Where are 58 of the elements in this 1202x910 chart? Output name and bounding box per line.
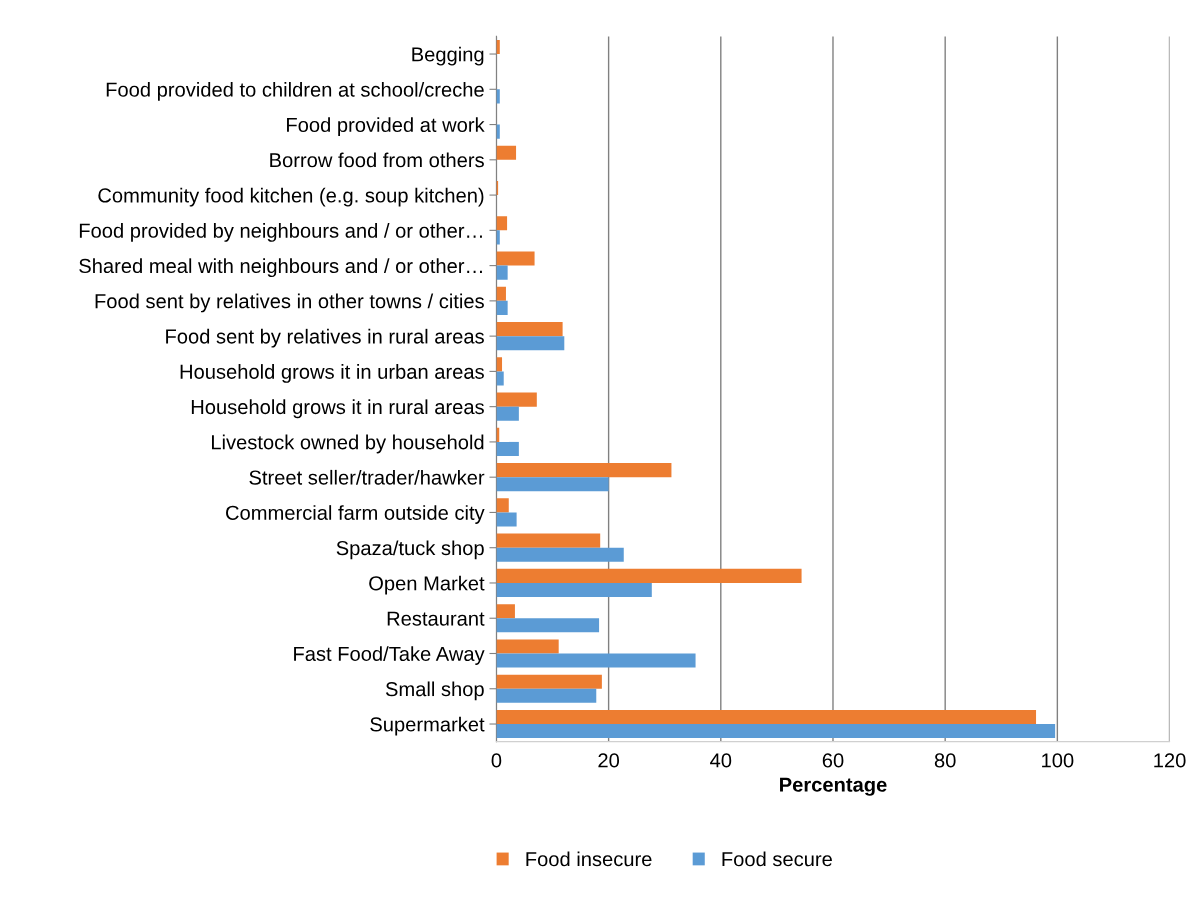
bar — [496, 265, 508, 280]
y-tick-label: Commercial farm outside city — [226, 505, 485, 524]
x-tick-label: 100 — [1042, 753, 1074, 768]
bar — [496, 441, 519, 457]
y-tick-label: Food sent by relatives in rural areas — [166, 328, 484, 348]
bar — [496, 251, 535, 266]
bar — [496, 618, 600, 633]
bar — [496, 463, 672, 478]
y-tick-label: Spaza/tuck shop — [336, 540, 484, 560]
bar — [496, 547, 624, 562]
y-tick-label: Food provided by neighbours and / or other… — [79, 223, 482, 242]
bar — [496, 688, 597, 703]
legend-label: Food secure — [722, 851, 832, 867]
bar — [496, 371, 504, 386]
y-tick-label: Open Market — [369, 575, 485, 595]
y-tick-label: Restaurant — [387, 611, 485, 626]
y-tick-label: Begging — [412, 46, 484, 66]
bar — [496, 286, 506, 301]
bar — [496, 674, 602, 689]
bar — [496, 568, 802, 583]
y-tick-label: Fast Food/Take Away — [294, 646, 485, 665]
x-axis-title: Percentage — [780, 777, 887, 796]
bar — [496, 498, 509, 513]
y-tick-label: Household grows it in urban areas — [180, 364, 484, 383]
bar — [496, 604, 515, 619]
bar — [496, 406, 519, 421]
legend-label: Food insecure — [526, 851, 652, 867]
y-tick-label: Borrow food from others — [270, 152, 484, 168]
bar — [496, 512, 517, 527]
x-tick-label: 20 — [598, 753, 620, 768]
bar — [496, 724, 1056, 739]
y-tick-label: Food provided at work — [287, 117, 485, 137]
y-tick-label: Food provided to children at school/creche — [106, 82, 484, 101]
y-tick-label: Community food kitchen (e.g. soup kitchen) — [98, 187, 484, 207]
y-tick-label: Food sent by relatives in other towns / cities — [95, 293, 484, 313]
bar — [496, 582, 652, 598]
x-tick-label: 60 — [822, 753, 844, 768]
bar — [496, 392, 537, 407]
y-tick-label: Small shop — [385, 681, 484, 701]
bar — [496, 653, 696, 668]
bar — [496, 322, 563, 337]
y-tick-label: Shared meal with neighbours and / or other… — [79, 258, 482, 278]
y-tick-label: Livestock owned by household — [212, 434, 484, 454]
x-tick-label: 120 — [1154, 753, 1186, 768]
bar — [496, 300, 508, 315]
y-tick-label: Supermarket — [370, 716, 485, 736]
bar — [496, 533, 601, 548]
bar — [496, 477, 609, 492]
y-tick-label: Household grows it in rural areas — [191, 399, 484, 419]
x-tick-label: 80 — [934, 753, 956, 768]
y-tick-label: Street seller/trader/hawker — [249, 469, 485, 485]
bar — [496, 336, 565, 351]
bar — [496, 639, 559, 654]
bar — [496, 216, 508, 231]
bar — [496, 709, 1037, 725]
x-tick-label: 40 — [710, 753, 732, 768]
x-tick-label: 0 — [491, 753, 502, 768]
bar — [496, 145, 517, 160]
